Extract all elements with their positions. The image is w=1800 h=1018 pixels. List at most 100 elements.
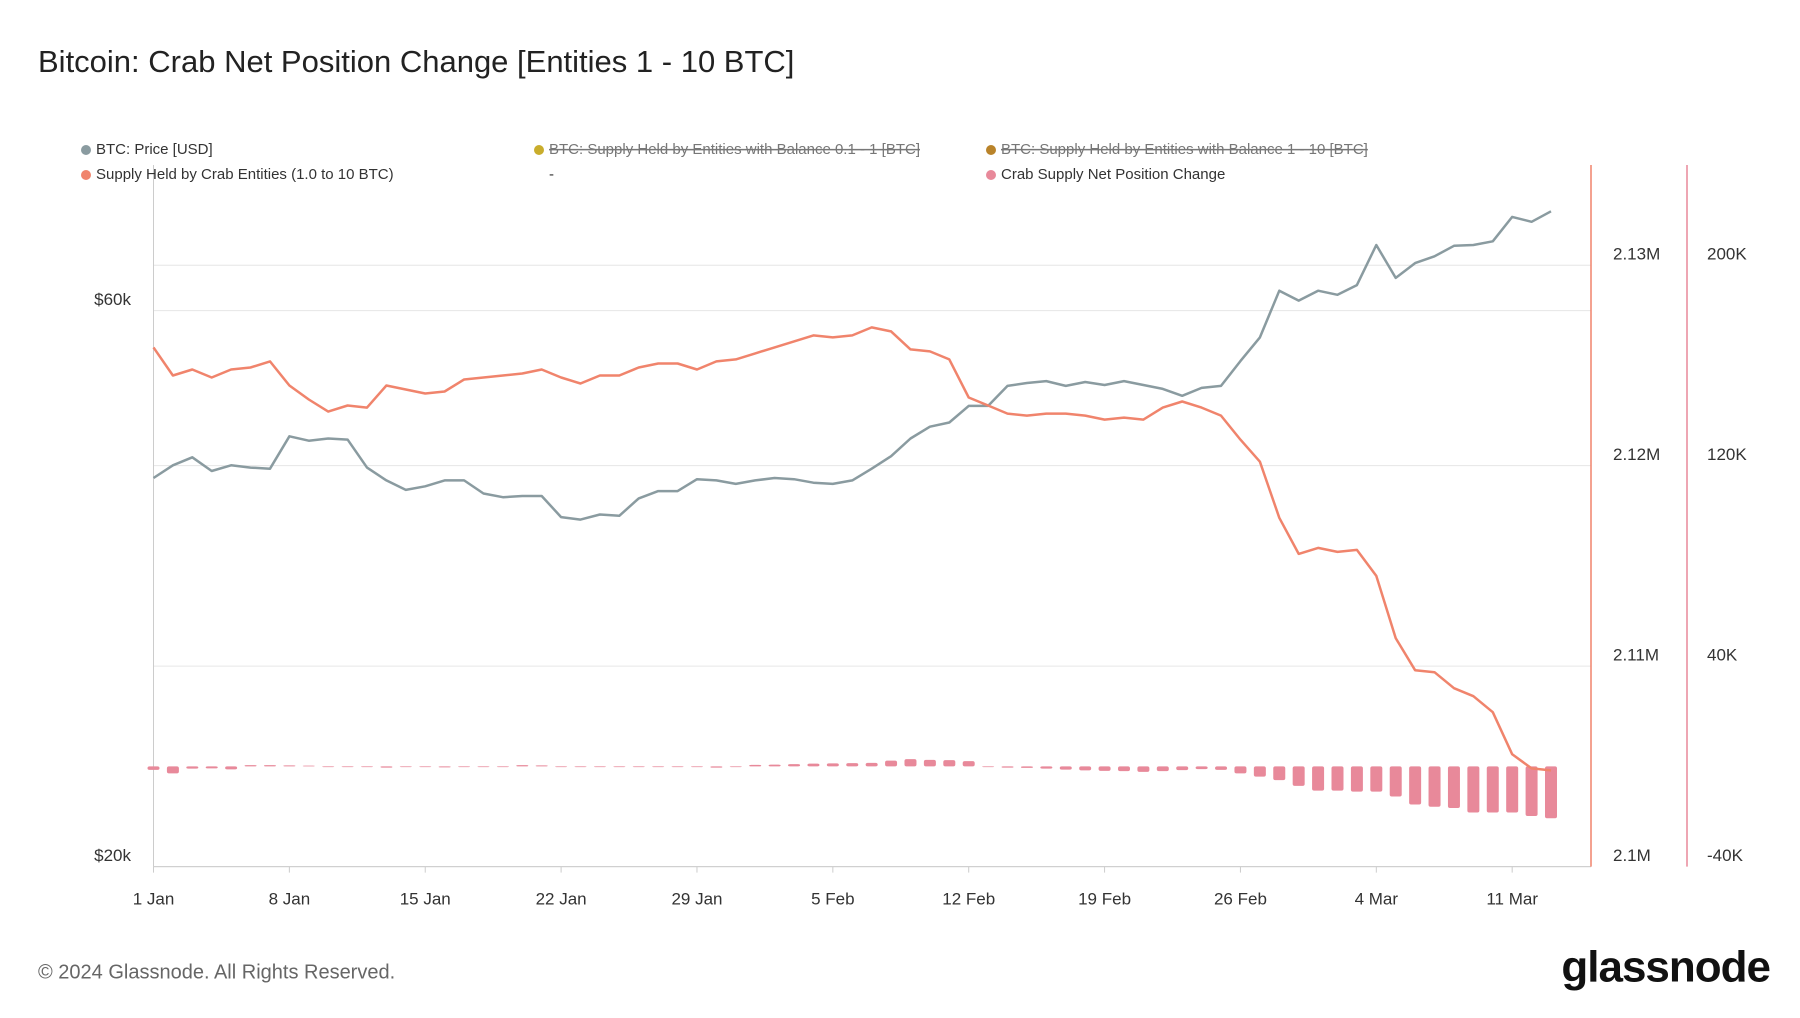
- y3-tick-label: 40K: [1707, 646, 1738, 665]
- bar: [1176, 766, 1189, 771]
- x-tick-label: 5 Feb: [811, 889, 854, 908]
- bar: [1001, 766, 1014, 768]
- legend-label[interactable]: BTC: Price [USD]: [96, 141, 213, 158]
- bar: [749, 764, 762, 767]
- bar: [885, 760, 898, 767]
- bar: [263, 765, 276, 767]
- legend-text: -: [549, 166, 554, 183]
- bar: [1273, 766, 1286, 781]
- bar: [1195, 766, 1208, 770]
- bar: [496, 766, 509, 768]
- bar: [419, 766, 432, 768]
- bar: [1545, 766, 1557, 819]
- bar: [593, 766, 606, 768]
- bar: [1156, 766, 1169, 772]
- bar: [1079, 766, 1092, 771]
- bar: [768, 764, 781, 767]
- bar: [943, 760, 956, 767]
- y3-tick-label: 200K: [1707, 245, 1747, 264]
- y-tick-label: $20k: [94, 846, 131, 865]
- series-line: [152, 326, 1552, 772]
- bar: [1350, 766, 1363, 792]
- bar: [186, 766, 199, 769]
- bar: [690, 766, 703, 768]
- bar: [1059, 766, 1072, 770]
- bar: [438, 766, 451, 768]
- legend-marker[interactable]: [986, 145, 996, 155]
- x-tick-label: 29 Jan: [671, 889, 722, 908]
- legend-marker[interactable]: [534, 145, 544, 155]
- bar: [904, 759, 917, 767]
- y-tick-label: $60k: [94, 290, 131, 309]
- y3-tick-label: 120K: [1707, 445, 1747, 464]
- bar: [555, 766, 568, 768]
- bar: [341, 766, 354, 768]
- bar: [147, 766, 160, 770]
- bar: [710, 766, 723, 768]
- legend-label[interactable]: Crab Supply Net Position Change: [1001, 166, 1225, 183]
- bar: [613, 766, 626, 768]
- bar: [846, 763, 859, 767]
- bar: [244, 765, 257, 767]
- x-tick-label: 1 Jan: [133, 889, 175, 908]
- bar: [1467, 766, 1480, 813]
- bar: [1253, 766, 1266, 777]
- bar: [205, 766, 218, 769]
- legend-marker[interactable]: [81, 145, 91, 155]
- bar: [1389, 766, 1402, 797]
- bar: [380, 766, 393, 768]
- x-tick-label: 11 Mar: [1486, 889, 1538, 908]
- brand-logo: glassnode: [1561, 943, 1770, 992]
- bar: [225, 766, 238, 770]
- bar: [962, 761, 975, 767]
- bar: [1234, 766, 1247, 774]
- x-tick-label: 15 Jan: [400, 889, 451, 908]
- bar: [477, 766, 490, 768]
- bar: [788, 764, 801, 767]
- bar: [1331, 766, 1344, 791]
- bar: [1312, 766, 1325, 791]
- y2-tick-label: 2.11M: [1613, 646, 1659, 665]
- series-line: [152, 210, 1552, 521]
- bar: [982, 766, 995, 768]
- y2-tick-label: 2.1M: [1613, 846, 1651, 865]
- legend-label[interactable]: BTC: Supply Held by Entities with Balanc…: [549, 141, 920, 158]
- bar: [807, 763, 820, 767]
- x-tick-label: 26 Feb: [1214, 889, 1267, 908]
- bar: [652, 766, 665, 768]
- bar: [632, 766, 645, 768]
- bar: [1215, 766, 1228, 770]
- legend-label[interactable]: BTC: Supply Held by Entities with Balanc…: [1001, 141, 1368, 158]
- bar: [399, 766, 412, 768]
- bar: [826, 763, 839, 767]
- bar: [1020, 766, 1033, 768]
- x-tick-label: 12 Feb: [942, 889, 995, 908]
- bar: [166, 766, 179, 774]
- chart-title: Bitcoin: Crab Net Position Change [Entit…: [38, 44, 794, 79]
- legend-label[interactable]: Supply Held by Crab Entities (1.0 to 10 …: [96, 166, 394, 183]
- bar: [1409, 766, 1422, 805]
- bar: [1486, 766, 1499, 813]
- bar: [1447, 766, 1460, 808]
- bar: [1137, 766, 1150, 772]
- y2-tick-label: 2.12M: [1613, 445, 1660, 464]
- bar: [1370, 766, 1383, 792]
- y3-tick-label: -40K: [1707, 846, 1744, 865]
- bar: [283, 765, 296, 767]
- bar: [1117, 766, 1130, 772]
- x-tick-label: 22 Jan: [536, 889, 587, 908]
- bar: [1292, 766, 1305, 786]
- bar: [302, 765, 315, 767]
- bar: [361, 766, 374, 768]
- bar: [1040, 766, 1053, 769]
- footer: © 2024 Glassnode. All Rights Reserved.: [38, 961, 395, 983]
- y2-tick-label: 2.13M: [1613, 245, 1660, 264]
- bar: [1428, 766, 1441, 807]
- bar: [458, 766, 471, 768]
- x-tick-label: 19 Feb: [1078, 889, 1131, 908]
- legend-marker[interactable]: [986, 170, 996, 180]
- bar: [865, 762, 878, 767]
- legend-marker[interactable]: [81, 170, 91, 180]
- bar: [574, 766, 587, 768]
